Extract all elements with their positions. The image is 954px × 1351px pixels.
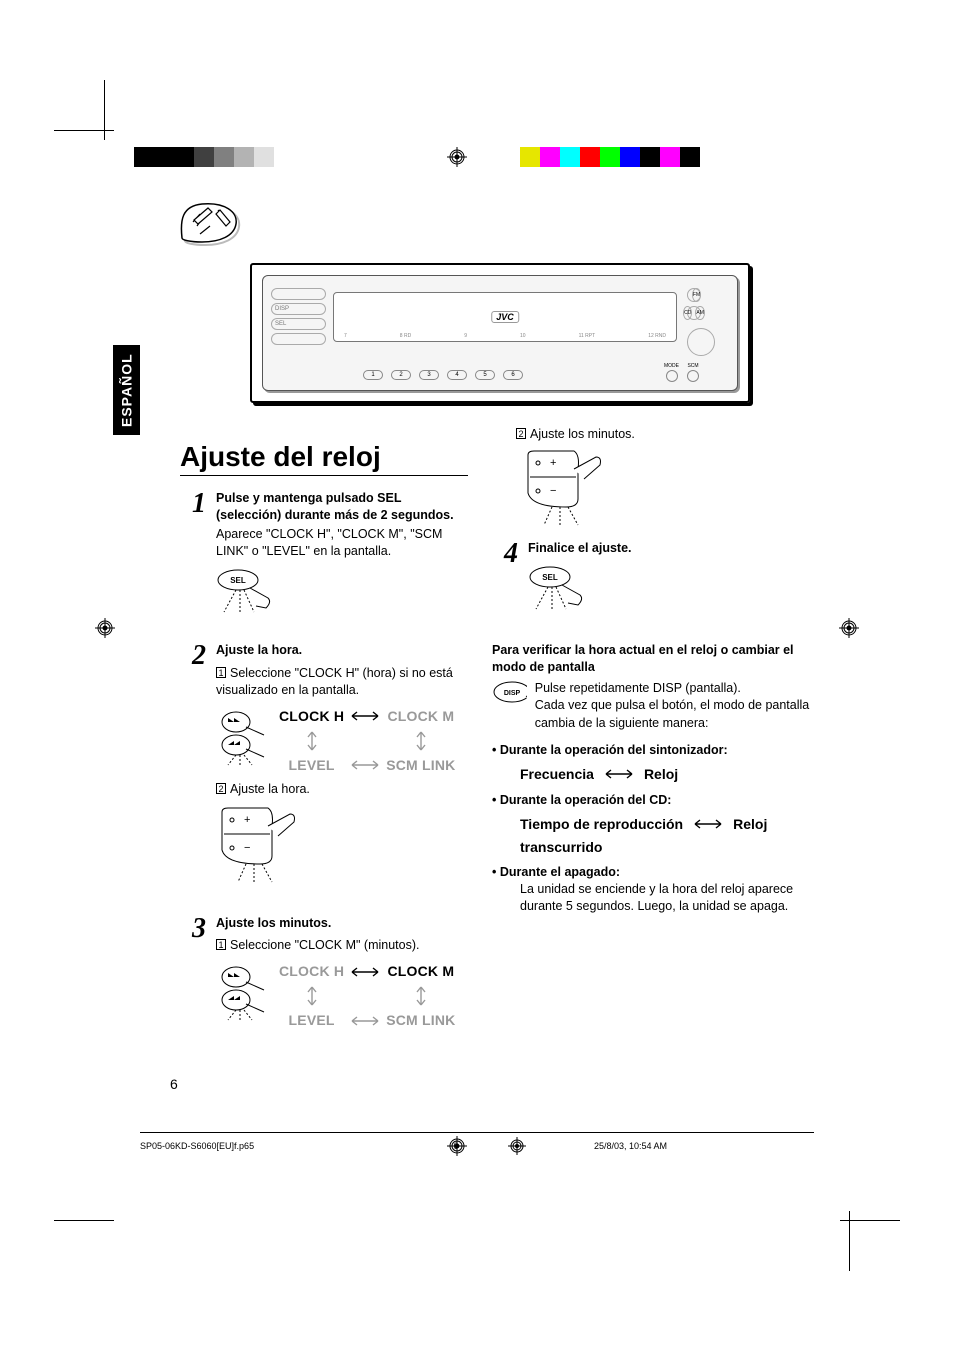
disp-button-icon: DISP (492, 680, 527, 720)
plus-minus-button-icon: + − (216, 806, 468, 891)
page-content: ESPAÑOL DISP SEL JVC 7 8 RD 9 (140, 200, 820, 1052)
radio-display: JVC 7 8 RD 9 10 11 RPT 12 RND (333, 292, 677, 342)
registration-icon (508, 1137, 526, 1155)
radio-knob (687, 328, 715, 356)
svg-text:+: + (550, 457, 556, 469)
step-number-4: 4 (492, 540, 518, 624)
sel-button-icon: SEL (528, 565, 820, 616)
right-column: 2Ajuste los minutos. + − 4 Finalice el a… (492, 423, 820, 1052)
radio-faceplate-illustration: DISP SEL JVC 7 8 RD 9 10 11 RPT 12 RND F… (250, 263, 750, 403)
svg-text:SEL: SEL (542, 573, 558, 582)
registration-mark-right (839, 618, 859, 638)
note-scribble-icon (180, 200, 820, 253)
verify-block: DISP Pulse repetidamente DISP (pantalla)… (492, 680, 820, 733)
svg-text:SEL: SEL (230, 576, 246, 585)
page-title: Ajuste del reloj (180, 441, 468, 473)
step-2-head: Ajuste la hora. (216, 642, 468, 659)
page-number: 6 (170, 1076, 178, 1092)
sel-button-icon: SEL (216, 568, 468, 619)
step-3-sub1: Seleccione "CLOCK M" (minutos). (230, 938, 420, 952)
radio-mode-buttons: MODE SCM (664, 363, 699, 382)
svg-text:−: − (244, 842, 250, 854)
step-3-head: Ajuste los minutos. (216, 915, 468, 932)
step-4: 4 Finalice el ajuste. SEL (492, 540, 820, 624)
left-column: Ajuste del reloj 1 Pulse y mantenga puls… (140, 423, 468, 1052)
plus-minus-button-icon: + − (522, 449, 820, 532)
step-2-sub2: Ajuste la hora. (230, 782, 310, 796)
svg-text:+: + (244, 814, 250, 826)
step-1: 1 Pulse y mantenga pulsado SEL (selecció… (180, 490, 468, 626)
radio-source-buttons: FM CDAM (687, 288, 727, 356)
seek-buttons-icon (216, 962, 271, 1022)
step-3-sub2: Ajuste los minutos. (530, 427, 635, 441)
color-swatch-bar (520, 147, 700, 167)
step-number-2: 2 (180, 642, 206, 898)
step-number-1: 1 (180, 490, 206, 626)
bullet-off: Durante el apagado: La unidad se enciend… (492, 864, 820, 915)
print-footer: SP05-06KD-S6060[EU]f.p65 6 25/8/03, 10:5… (140, 1132, 814, 1155)
registration-mark-top (447, 147, 467, 167)
step-3: 3 Ajuste los minutos. 1Seleccione "CLOCK… (180, 915, 468, 1037)
step-1-head: Pulse y mantenga pulsado SEL (selección)… (216, 490, 468, 524)
radio-disp-btn: DISP (271, 303, 326, 315)
radio-preset-buttons: 1 2 3 4 5 6 (363, 370, 523, 380)
step-2-sub1: Seleccione "CLOCK H" (hora) si no está v… (216, 666, 453, 697)
seek-buttons-icon (216, 707, 271, 767)
radio-brand-label: JVC (491, 311, 519, 323)
cycle-diagram-step2: CLOCK H CLOCK M LEVEL SCM LINK (279, 707, 455, 775)
registration-mark-left (95, 618, 115, 638)
title-rule (180, 475, 468, 476)
radio-sel-btn: SEL (271, 318, 326, 330)
step-4-head: Finalice el ajuste. (528, 540, 820, 557)
step-1-sub: Aparece "CLOCK H", "CLOCK M", "SCM LINK"… (216, 526, 468, 560)
svg-text:DISP: DISP (504, 690, 521, 697)
language-tab: ESPAÑOL (113, 345, 140, 435)
step-2: 2 Ajuste la hora. 1Seleccione "CLOCK H" … (180, 642, 468, 898)
cycle-diagram-step3: CLOCK H CLOCK M LEVEL SCM LINK (279, 962, 455, 1030)
verify-text: Pulse repetidamente DISP (pantalla). Cad… (535, 680, 820, 733)
footer-date: 25/8/03, 10:54 AM (534, 1141, 814, 1151)
crop-mark-br (810, 1181, 870, 1241)
verify-heading: Para verificar la hora actual en el relo… (492, 642, 820, 676)
svg-text:−: − (550, 485, 556, 497)
grayscale-swatch-bar (134, 147, 274, 167)
bullet-cd: Durante la operación del CD: Tiempo de r… (492, 792, 820, 857)
footer-page: 6 (412, 1141, 500, 1151)
step-number-3: 3 (180, 915, 206, 1037)
bullet-tuner: Durante la operación del sintonizador: F… (492, 742, 820, 784)
footer-file: SP05-06KD-S6060[EU]f.p65 (140, 1141, 404, 1151)
